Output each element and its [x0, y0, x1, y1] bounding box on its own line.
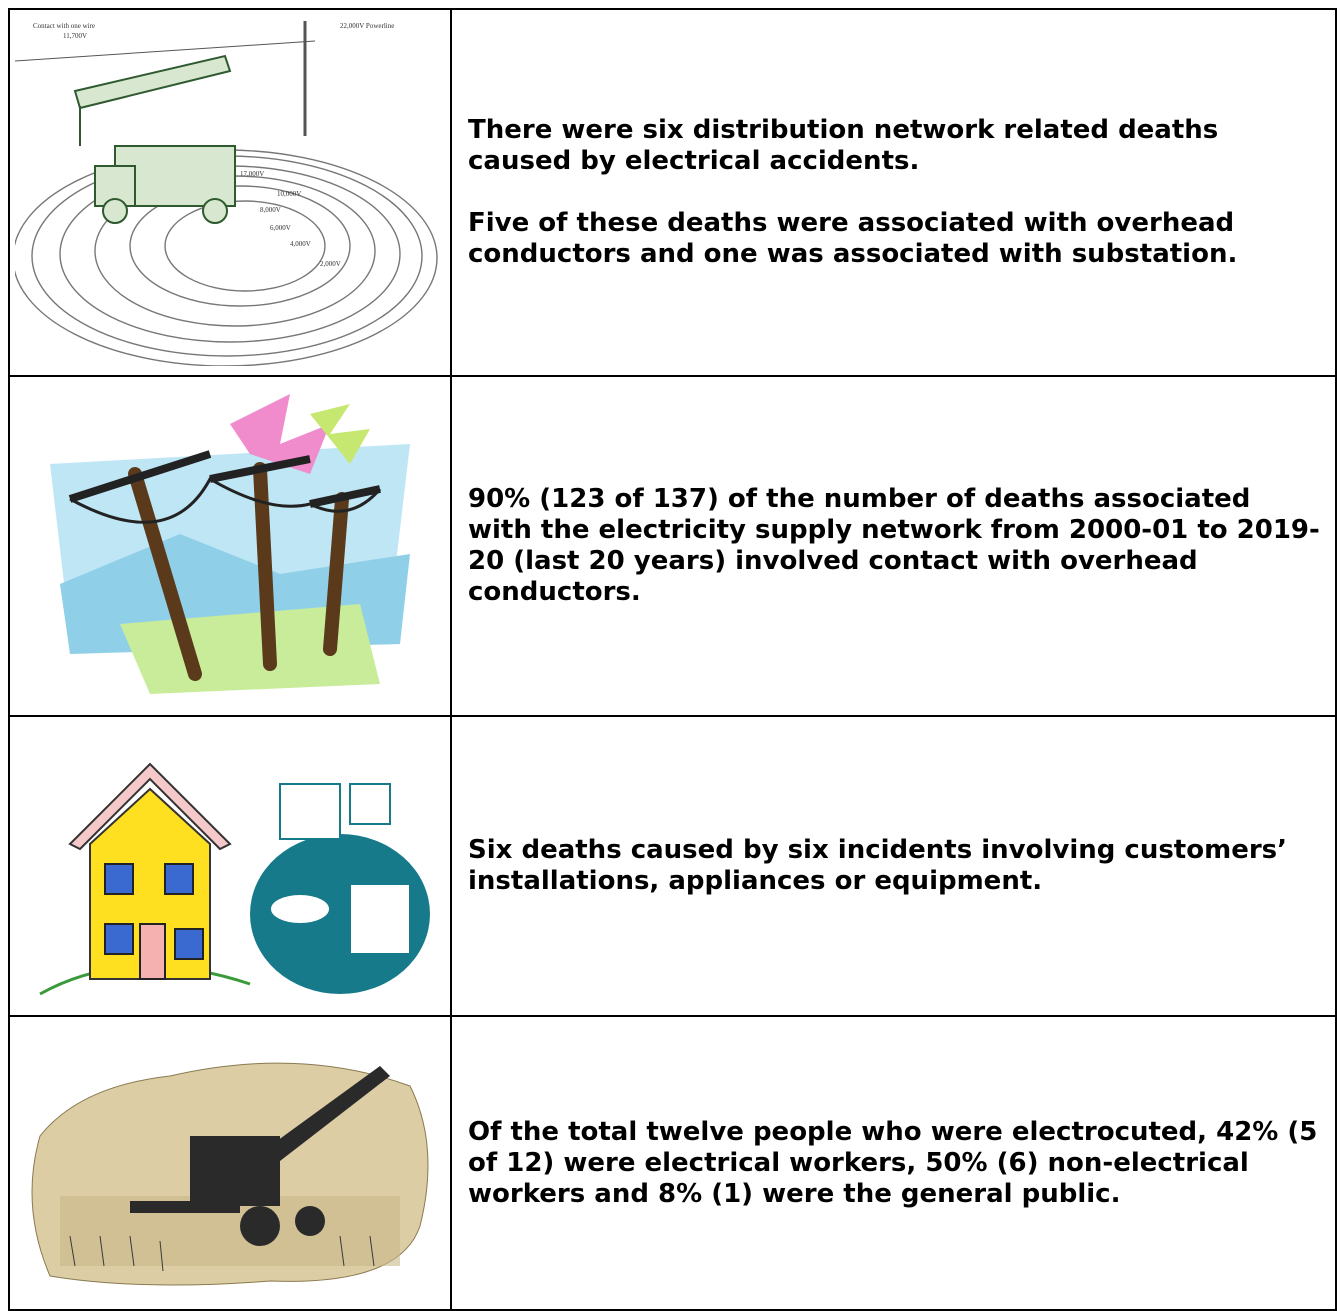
powerline-illustration [50, 394, 410, 694]
house-illustration [39, 762, 430, 996]
paragraph: Five of these deaths were associated wit… [468, 208, 1238, 269]
grass [69, 1235, 375, 1272]
text-cell: Of the total twelve people who were elec… [450, 1015, 1337, 1311]
image-cell [8, 1015, 452, 1311]
image-label: 17,000V [240, 170, 264, 178]
crossarms [68, 450, 381, 508]
image-label: 11,700V [63, 32, 87, 40]
image-label: 6,000V [270, 224, 291, 232]
paragraph: Six deaths caused by six incidents invol… [468, 835, 1287, 896]
paragraph: There were six distribution network rela… [468, 115, 1219, 176]
windows [104, 863, 204, 960]
image-cell [8, 715, 452, 1017]
harvester [130, 1066, 390, 1246]
row: 90% (123 of 137) of the number of deaths… [8, 375, 1337, 717]
image-label: 4,000V [290, 240, 311, 248]
info-table: Contact with one wire 11,700V 22,000V Po… [8, 8, 1337, 1311]
row: Of the total twelve people who were elec… [8, 1015, 1337, 1311]
image-label: Contact with one wire [33, 22, 95, 30]
image-label: 2,000V [320, 260, 341, 268]
kitchen [269, 783, 411, 955]
truck [73, 54, 236, 224]
text-cell: 90% (123 of 137) of the number of deaths… [450, 375, 1337, 717]
image-cell: Contact with one wire 11,700V 22,000V Po… [8, 8, 452, 377]
wire [14, 40, 316, 61]
paragraph: Of the total twelve people who were elec… [468, 1116, 1318, 1209]
harvester-illustration [31, 1062, 429, 1286]
image-label: 10,000V [277, 190, 301, 198]
paragraph: 90% (123 of 137) of the number of deaths… [468, 484, 1320, 607]
text-cell: Six deaths caused by six incidents invol… [450, 715, 1337, 1017]
crane-illustration: Contact with one wire 11,700V 22,000V Po… [12, 20, 438, 367]
image-label: 22,000V Powerline [340, 22, 394, 30]
text-cell: There were six distribution network rela… [450, 8, 1337, 377]
image-label: 8,000V [260, 206, 281, 214]
row: Six deaths caused by six incidents invol… [8, 715, 1337, 1017]
row: Contact with one wire 11,700V 22,000V Po… [8, 8, 1337, 377]
image-cell [8, 375, 452, 717]
